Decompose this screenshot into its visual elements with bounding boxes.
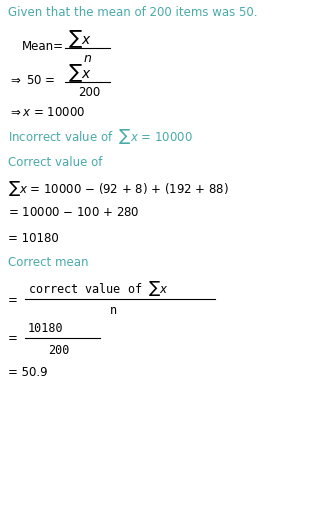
Text: Mean=: Mean=: [22, 41, 64, 54]
Text: Given that the mean of 200 items was 50.: Given that the mean of 200 items was 50.: [8, 6, 258, 19]
Text: $\Rightarrow$ 50 =: $\Rightarrow$ 50 =: [8, 75, 55, 88]
Text: =: =: [8, 294, 18, 307]
Text: = 50.9: = 50.9: [8, 366, 48, 379]
Text: $\sum x$: $\sum x$: [68, 28, 91, 50]
Text: correct value of $\sum x$: correct value of $\sum x$: [28, 279, 169, 299]
Text: $\sum x$: $\sum x$: [68, 62, 91, 84]
Text: n: n: [110, 304, 117, 317]
Text: $\sum x$ = 10000 $-$ (92 + 8) + (192 + 88): $\sum x$ = 10000 $-$ (92 + 8) + (192 + 8…: [8, 179, 229, 197]
Text: = 10000 $-$ 100 + 280: = 10000 $-$ 100 + 280: [8, 206, 140, 219]
Text: =: =: [8, 332, 18, 345]
Text: Correct mean: Correct mean: [8, 256, 89, 269]
Text: Incorrect value of  $\sum x$ = 10000: Incorrect value of $\sum x$ = 10000: [8, 128, 193, 146]
Text: 200: 200: [78, 86, 100, 100]
Text: = 10180: = 10180: [8, 231, 59, 244]
Text: $\Rightarrow x$ = 10000: $\Rightarrow x$ = 10000: [8, 106, 85, 119]
Text: 10180: 10180: [28, 321, 64, 334]
Text: 200: 200: [48, 343, 69, 356]
Text: $n$: $n$: [83, 53, 92, 66]
Text: Correct value of: Correct value of: [8, 156, 102, 169]
